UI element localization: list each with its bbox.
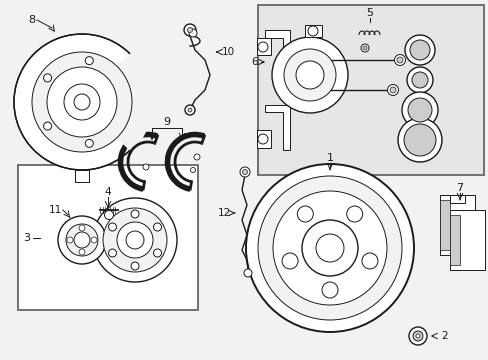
Text: 4: 4: [104, 187, 111, 197]
Text: 6: 6: [251, 57, 258, 67]
Circle shape: [321, 282, 337, 298]
Circle shape: [360, 44, 368, 52]
Circle shape: [297, 206, 313, 222]
Text: 10: 10: [221, 47, 234, 57]
Polygon shape: [264, 30, 289, 75]
Circle shape: [108, 223, 116, 231]
Polygon shape: [75, 170, 89, 182]
Circle shape: [14, 34, 150, 170]
Text: 5: 5: [366, 8, 373, 18]
Circle shape: [66, 224, 98, 256]
Circle shape: [117, 222, 153, 258]
Circle shape: [307, 26, 317, 36]
Circle shape: [401, 92, 437, 128]
Circle shape: [43, 122, 52, 130]
Text: 7: 7: [455, 183, 463, 193]
Circle shape: [284, 49, 335, 101]
Text: 11: 11: [48, 205, 61, 215]
Circle shape: [282, 253, 298, 269]
Circle shape: [153, 223, 161, 231]
Text: 9: 9: [163, 117, 170, 127]
Polygon shape: [449, 195, 464, 203]
Circle shape: [415, 334, 419, 338]
Circle shape: [79, 225, 85, 231]
Circle shape: [47, 67, 117, 137]
Circle shape: [271, 37, 347, 113]
Circle shape: [411, 72, 427, 88]
Circle shape: [183, 24, 196, 36]
Circle shape: [386, 85, 398, 95]
Circle shape: [244, 269, 251, 277]
Circle shape: [43, 74, 52, 82]
Text: 1: 1: [326, 153, 333, 163]
Circle shape: [245, 164, 413, 332]
Circle shape: [403, 124, 435, 156]
Polygon shape: [449, 215, 459, 265]
Polygon shape: [257, 130, 270, 148]
Circle shape: [93, 198, 177, 282]
Circle shape: [108, 249, 116, 257]
Circle shape: [79, 249, 85, 255]
Circle shape: [104, 211, 113, 220]
Circle shape: [58, 216, 106, 264]
Polygon shape: [439, 200, 449, 250]
Circle shape: [394, 54, 405, 66]
Circle shape: [187, 27, 192, 32]
Bar: [18, 165, 198, 310]
Polygon shape: [305, 25, 321, 37]
Circle shape: [184, 105, 195, 115]
Circle shape: [64, 84, 100, 120]
Circle shape: [67, 237, 73, 243]
Circle shape: [32, 52, 132, 152]
Circle shape: [412, 331, 422, 341]
Circle shape: [126, 231, 143, 249]
Circle shape: [409, 40, 429, 60]
Circle shape: [389, 87, 395, 93]
Polygon shape: [449, 210, 484, 270]
Circle shape: [187, 108, 192, 112]
Circle shape: [406, 67, 432, 93]
Wedge shape: [82, 53, 152, 152]
Circle shape: [85, 139, 93, 147]
Text: 8: 8: [28, 15, 36, 25]
Circle shape: [408, 327, 426, 345]
Circle shape: [258, 176, 401, 320]
Polygon shape: [264, 105, 289, 150]
Circle shape: [153, 249, 161, 257]
Polygon shape: [439, 195, 474, 255]
Circle shape: [258, 42, 267, 52]
Circle shape: [240, 167, 249, 177]
Circle shape: [397, 118, 441, 162]
Circle shape: [142, 164, 149, 170]
Circle shape: [131, 262, 139, 270]
Circle shape: [272, 191, 386, 305]
Circle shape: [404, 35, 434, 65]
Circle shape: [295, 61, 324, 89]
Circle shape: [361, 253, 377, 269]
Circle shape: [258, 134, 267, 144]
Circle shape: [103, 208, 167, 272]
Text: 3: 3: [23, 233, 30, 243]
Circle shape: [189, 29, 197, 37]
Circle shape: [194, 154, 200, 160]
Circle shape: [242, 170, 247, 175]
Circle shape: [407, 98, 431, 122]
Text: 12: 12: [217, 208, 230, 218]
Polygon shape: [257, 38, 270, 55]
Bar: [258, 5, 483, 175]
Text: 2: 2: [441, 331, 447, 341]
Circle shape: [362, 46, 366, 50]
Circle shape: [91, 237, 97, 243]
Circle shape: [396, 57, 402, 63]
Circle shape: [302, 220, 357, 276]
Circle shape: [74, 232, 90, 248]
Circle shape: [315, 234, 343, 262]
Circle shape: [131, 210, 139, 218]
Circle shape: [190, 167, 195, 172]
Circle shape: [85, 57, 93, 65]
Circle shape: [74, 94, 90, 110]
Circle shape: [346, 206, 362, 222]
